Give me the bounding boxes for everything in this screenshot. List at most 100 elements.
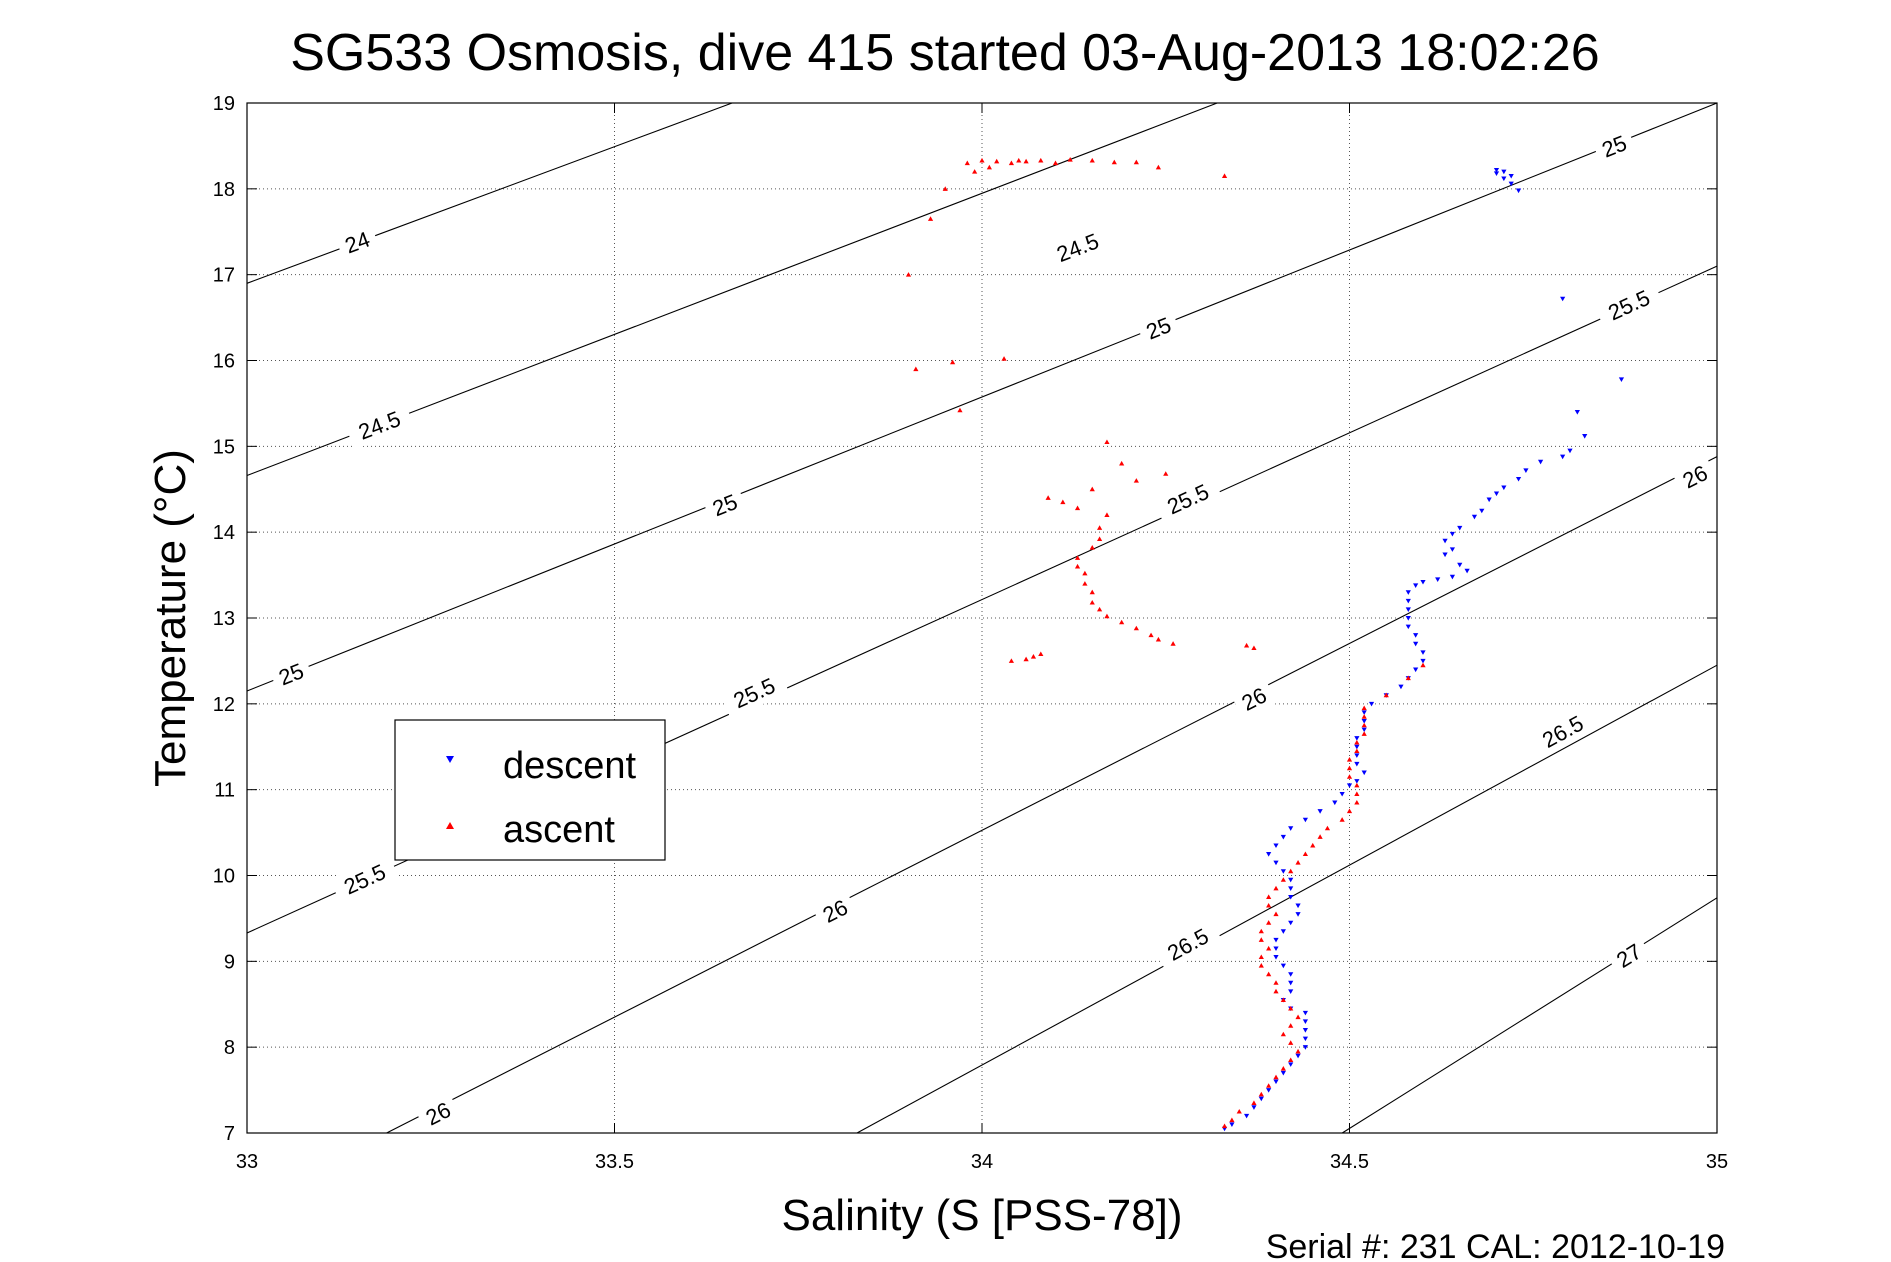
ascent-point xyxy=(1052,160,1059,166)
legend-ascent-marker xyxy=(446,822,454,829)
descent-point xyxy=(1501,169,1507,175)
legend-ascent-label: ascent xyxy=(503,809,615,851)
descent-point xyxy=(1413,583,1419,588)
contour-line xyxy=(386,456,1718,1134)
ascent-point xyxy=(1346,808,1353,814)
descent-point xyxy=(1464,568,1470,574)
chart-title: SG533 Osmosis, dive 415 started 03-Aug-2… xyxy=(290,24,1599,82)
plot-area: 24 24.524.52525252525.525.525.525.5262626… xyxy=(213,93,1728,1173)
descent-point xyxy=(1280,834,1286,840)
ascent-point xyxy=(1023,656,1029,662)
descent-point xyxy=(1515,188,1522,194)
contour-label-mask xyxy=(1230,677,1278,720)
descent-point xyxy=(1405,598,1411,604)
ascent-point xyxy=(1288,1040,1294,1045)
ascent-point xyxy=(1082,581,1088,586)
descent-point xyxy=(1493,491,1500,497)
descent-point xyxy=(1302,1028,1308,1033)
ascent-point xyxy=(1089,157,1095,163)
ascent-point xyxy=(1067,157,1073,162)
ascent-point xyxy=(1354,782,1360,788)
descent-point xyxy=(1560,454,1566,460)
x-tick-label: 33.5 xyxy=(595,1151,634,1173)
descent-point xyxy=(1295,912,1301,917)
ascent-point xyxy=(1155,164,1161,170)
descent-point xyxy=(1354,753,1360,758)
descent-point xyxy=(1346,783,1353,788)
legend-descent-label: descent xyxy=(503,745,637,787)
ascent-point xyxy=(1266,920,1272,925)
contour-label-mask xyxy=(1605,933,1653,978)
contour-label-mask xyxy=(334,222,380,262)
ascent-point xyxy=(1089,545,1095,550)
descent-point xyxy=(1288,920,1294,926)
descent-point xyxy=(1229,1122,1235,1128)
y-tick-label: 10 xyxy=(213,866,235,888)
ascent-point xyxy=(1155,636,1161,642)
descent-point xyxy=(1273,860,1279,866)
ascent-point xyxy=(1405,675,1411,681)
y-tick-label: 11 xyxy=(214,780,235,802)
descent-point xyxy=(1582,434,1588,439)
ascent-point xyxy=(964,160,970,166)
descent-point xyxy=(1479,508,1485,514)
serial-cal-footer: Serial #: 231 CAL: 2012-10-19 xyxy=(1266,1228,1725,1262)
y-tick-label: 14 xyxy=(213,522,235,544)
contour-label-mask xyxy=(344,400,415,450)
ascent-point xyxy=(1038,651,1044,657)
ascent-point xyxy=(1251,1100,1257,1105)
ascent-point xyxy=(1045,495,1051,500)
ascent-point xyxy=(1097,525,1103,530)
ascent-point xyxy=(1383,692,1389,698)
ascent-point xyxy=(1346,757,1353,762)
descent-point xyxy=(1368,701,1375,707)
contour-label-mask xyxy=(268,653,314,694)
descent-point xyxy=(1317,809,1323,814)
grid-layer xyxy=(247,103,1717,1133)
descent-point xyxy=(1449,574,1455,580)
contour-label-mask xyxy=(701,484,748,525)
ascent-point xyxy=(1273,1074,1279,1080)
ascent-point xyxy=(1008,658,1014,663)
descent-point xyxy=(1354,736,1360,741)
y-tick-label: 9 xyxy=(224,951,235,973)
descent-point xyxy=(1288,877,1294,883)
descent-point xyxy=(1280,963,1286,969)
ascent-point xyxy=(979,157,985,163)
descent-point xyxy=(1501,485,1507,491)
descent-point xyxy=(1493,167,1500,173)
contour-label-mask xyxy=(1671,455,1719,498)
ascent-point xyxy=(1097,536,1103,542)
descent-point xyxy=(1251,1105,1257,1110)
ascent-point xyxy=(1016,157,1022,163)
descent-point xyxy=(1420,650,1426,655)
contour-line xyxy=(1341,897,1718,1134)
descent-point xyxy=(1508,181,1514,187)
descent-point xyxy=(1493,171,1500,176)
ascent-point xyxy=(950,359,956,365)
descent-point xyxy=(1273,946,1279,952)
descent-point xyxy=(1515,476,1522,482)
ascent-point xyxy=(1258,954,1264,960)
ascent-point xyxy=(1288,868,1294,874)
contour-label-mask xyxy=(1527,703,1598,759)
ascent-point xyxy=(1266,1083,1272,1088)
ascent-point xyxy=(1354,739,1360,745)
descent-point xyxy=(1273,1079,1279,1085)
ascent-point xyxy=(1251,645,1257,651)
ascent-point xyxy=(1346,774,1353,779)
descent-point xyxy=(1244,1113,1250,1119)
contour-label-mask xyxy=(1591,125,1637,166)
ascent-point xyxy=(1119,619,1125,625)
ascent-point xyxy=(1008,160,1014,166)
ascent-point xyxy=(1221,173,1228,178)
descent-point xyxy=(1302,1036,1308,1042)
legend-descent-marker xyxy=(446,756,454,763)
x-tick-label: 35 xyxy=(1706,1151,1728,1173)
descent-point xyxy=(1302,1010,1308,1016)
descent-point xyxy=(1523,468,1529,473)
contour-label-mask xyxy=(1593,278,1664,331)
ascent-point xyxy=(1266,971,1272,977)
ascent-point xyxy=(1288,1057,1294,1063)
